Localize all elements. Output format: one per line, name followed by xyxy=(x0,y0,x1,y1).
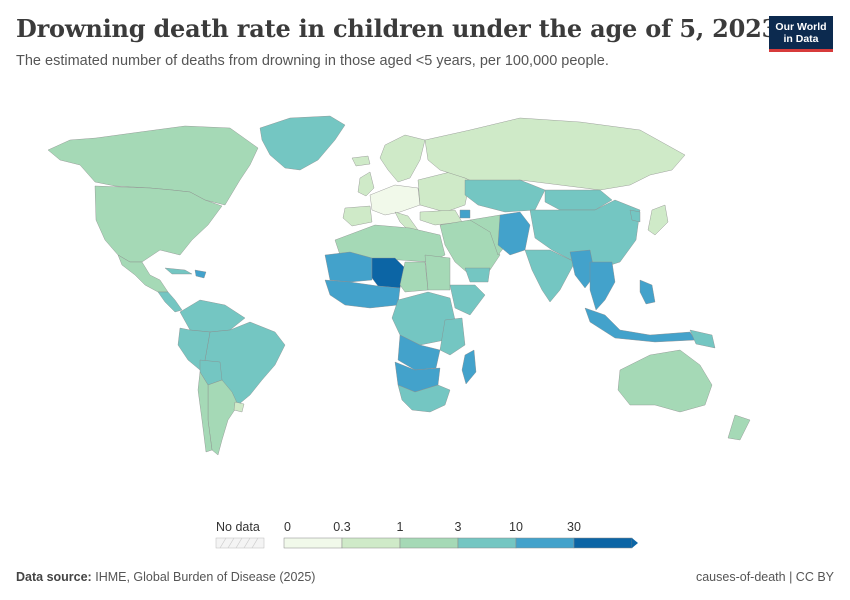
legend-bin-4[interactable] xyxy=(515,537,575,549)
country-japan[interactable] xyxy=(647,204,669,236)
country-indonesia[interactable] xyxy=(584,307,696,343)
source-text: IHME, Global Burden of Disease (2025) xyxy=(95,570,316,584)
country-iceland[interactable] xyxy=(351,155,371,167)
legend-tick-labels: 0 0.3 1 3 10 30 xyxy=(284,520,581,534)
legend-no-data-label: No data xyxy=(216,520,260,534)
country-colombia-venezuela[interactable] xyxy=(179,299,246,333)
country-india[interactable] xyxy=(524,249,576,303)
country-scandinavia[interactable] xyxy=(379,134,426,183)
country-niger[interactable] xyxy=(371,257,406,289)
country-chile[interactable] xyxy=(197,371,213,453)
source-note: Data source: IHME, Global Burden of Dise… xyxy=(16,570,315,584)
country-korea[interactable] xyxy=(629,209,641,223)
country-philippines[interactable] xyxy=(639,279,656,305)
country-haiti[interactable] xyxy=(194,269,207,279)
country-georgia[interactable] xyxy=(459,209,471,219)
country-western-europe[interactable] xyxy=(369,184,421,216)
legend-bin-5[interactable] xyxy=(573,537,633,549)
legend-bin-3[interactable] xyxy=(457,537,517,549)
chart-subtitle: The estimated number of deaths from drow… xyxy=(16,53,609,69)
country-afghanistan-pakistan[interactable] xyxy=(497,211,531,256)
country-papua[interactable] xyxy=(689,329,716,349)
country-cuba[interactable] xyxy=(164,267,193,275)
legend-tick-label: 0.3 xyxy=(333,520,350,534)
country-yemen[interactable] xyxy=(464,267,491,283)
legend-arrow xyxy=(632,538,638,548)
logo-line-2: in Data xyxy=(783,33,819,45)
country-usa[interactable] xyxy=(94,185,223,263)
country-horn-of-africa[interactable] xyxy=(449,284,486,316)
world-map xyxy=(47,115,751,456)
legend-no-data-hatch xyxy=(219,537,259,549)
source-label: Data source: xyxy=(16,570,92,584)
legend-tick-label: 1 xyxy=(397,520,404,534)
legend-tick-label: 3 xyxy=(455,520,462,534)
country-spain[interactable] xyxy=(342,205,373,227)
legend-bin-1[interactable] xyxy=(341,537,401,549)
color-legend: No data 0 0.3 1 3 10 30 xyxy=(215,520,638,549)
country-madagascar[interactable] xyxy=(461,349,477,385)
country-russia[interactable] xyxy=(424,117,686,191)
country-kazakhstan[interactable] xyxy=(464,179,546,213)
country-mauritania-mali[interactable] xyxy=(324,251,373,283)
chart-title: Drowning death rate in children under th… xyxy=(16,14,779,43)
legend-tick-label: 30 xyxy=(567,520,581,534)
legend-bin-0[interactable] xyxy=(283,537,343,549)
license-note[interactable]: causes-of-death | CC BY xyxy=(695,570,834,584)
country-eastern-europe[interactable] xyxy=(417,171,471,213)
country-central-america[interactable] xyxy=(157,291,183,313)
country-chad[interactable] xyxy=(399,261,429,293)
country-drc[interactable] xyxy=(397,334,441,371)
country-southern-africa[interactable] xyxy=(397,384,451,413)
country-uk[interactable] xyxy=(357,171,375,197)
country-east-africa[interactable] xyxy=(439,317,466,356)
country-australia[interactable] xyxy=(617,349,713,413)
country-sudan[interactable] xyxy=(424,254,451,291)
owid-logo[interactable]: Our World in Data xyxy=(769,16,833,52)
country-new-zealand[interactable] xyxy=(727,414,751,441)
legend-tick-label: 0 xyxy=(284,520,291,534)
legend-bin-2[interactable] xyxy=(399,537,459,549)
legend-tick-label: 10 xyxy=(509,520,523,534)
country-greenland[interactable] xyxy=(259,115,346,171)
country-southeast-asia[interactable] xyxy=(589,261,616,311)
country-uruguay[interactable] xyxy=(233,401,245,413)
logo-line-1: Our World xyxy=(775,21,827,33)
legend-bins xyxy=(283,537,638,549)
legend-no-data-swatch xyxy=(215,537,265,549)
country-china[interactable] xyxy=(529,199,641,271)
